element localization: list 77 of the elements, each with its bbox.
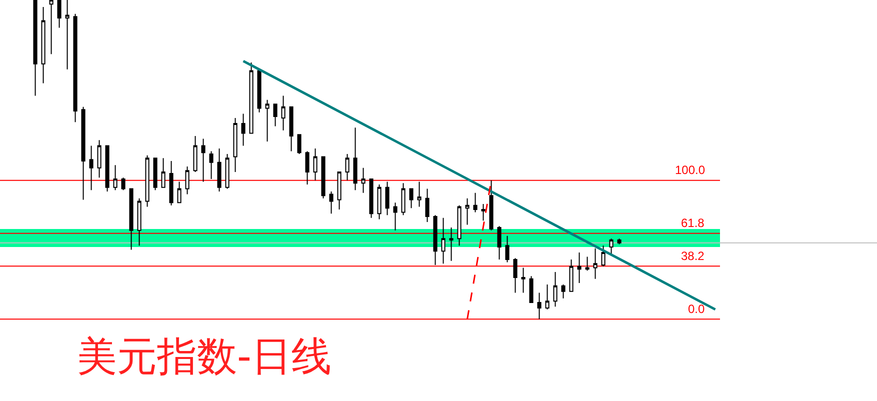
- ref-line-label: 0.0: [688, 302, 706, 316]
- candlestick: [161, 158, 166, 188]
- candlestick: [305, 150, 310, 186]
- candlestick: [337, 172, 342, 210]
- candlestick: [193, 135, 198, 173]
- candlestick: [281, 95, 286, 131]
- candlestick: [137, 198, 142, 246]
- candlestick: [393, 202, 398, 231]
- candlestick: [513, 258, 518, 294]
- candlestick: [409, 188, 414, 209]
- candlestick: [601, 245, 606, 267]
- candlestick: [433, 214, 438, 266]
- candlestick: [241, 113, 246, 146]
- candlestick: [417, 181, 422, 208]
- ref-line-label: 38.2: [681, 249, 705, 263]
- candlestick: [257, 70, 262, 113]
- candlestick: [129, 188, 134, 250]
- candlestick: [377, 184, 382, 220]
- candlestick: [473, 192, 478, 213]
- candlestick: [185, 166, 190, 195]
- candlestick: [313, 148, 318, 181]
- candlestick: [481, 203, 486, 222]
- candlestick: [217, 148, 222, 192]
- candlestick: [449, 227, 454, 262]
- ref-line-label: 100.0: [675, 163, 706, 177]
- candlestick: [225, 154, 230, 190]
- text: 美元指数-日线: [77, 334, 332, 380]
- candlestick: [593, 248, 598, 280]
- ref-line-label: 61.8: [681, 216, 705, 230]
- candlestick: [521, 267, 526, 294]
- candlestick: [249, 62, 254, 134]
- candlestick: [545, 284, 550, 310]
- candlestick: [585, 256, 590, 272]
- candlestick: [401, 182, 406, 216]
- candlestick: [489, 180, 494, 231]
- candlestick: [41, 6, 46, 84]
- candlestick: [553, 271, 558, 308]
- candlestick: [425, 188, 430, 223]
- candlestick: [89, 145, 94, 191]
- candlestick: [177, 181, 182, 204]
- candlestick: [81, 106, 86, 200]
- candlestick: [561, 284, 566, 299]
- candlestick: [529, 276, 534, 303]
- candlestick: [505, 235, 510, 263]
- candlestick: [609, 238, 614, 254]
- candlestick: [57, 0, 62, 28]
- candlestick: [169, 160, 174, 206]
- candlestick: [385, 181, 390, 216]
- candlestick: [209, 150, 214, 180]
- candlestick: [145, 154, 150, 208]
- candlestick: [233, 117, 238, 173]
- candlestick: [201, 138, 206, 182]
- candlestick: [273, 104, 278, 127]
- candlestick: [73, 13, 78, 123]
- candlestick: [457, 204, 462, 246]
- candlestick: [569, 258, 574, 292]
- candlestick: [369, 178, 374, 218]
- candlestick: [113, 164, 118, 191]
- candlestick: [465, 198, 470, 226]
- candlestick: [321, 156, 326, 199]
- candlestick: [577, 252, 582, 284]
- candlestick: [297, 134, 302, 155]
- candlestick: [33, 0, 38, 96]
- candlestick: [121, 177, 126, 191]
- candlestick: [497, 226, 502, 260]
- candlestick: [265, 99, 270, 142]
- candlestick: [153, 158, 158, 191]
- candlestick: [345, 154, 350, 181]
- candlestick: [537, 292, 542, 320]
- candlestick: [361, 167, 366, 194]
- candlestick: [105, 145, 110, 192]
- candlestick: [441, 217, 446, 264]
- candlestick: [353, 127, 358, 191]
- candlestick: [617, 238, 622, 245]
- candlestick: [289, 106, 294, 152]
- candlestick: [97, 140, 102, 178]
- candlestick: [329, 190, 334, 214]
